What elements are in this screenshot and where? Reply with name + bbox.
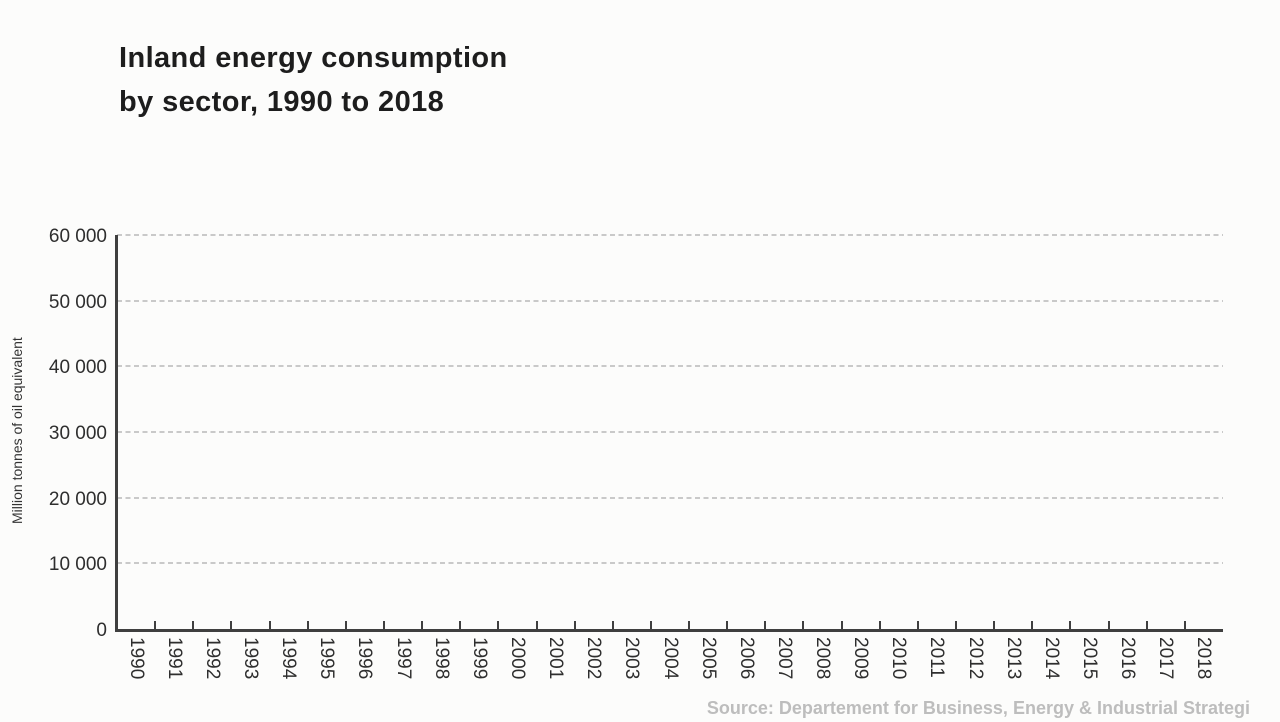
y-tick-label: 0: [96, 620, 107, 641]
y-tick-label: 30 000: [48, 423, 107, 444]
y-tick-label: 60 000: [48, 226, 107, 247]
x-tick-label-2017: 2017: [1155, 637, 1177, 680]
gridline-60000: [117, 234, 1223, 236]
x-tick-label-1998: 1998: [430, 637, 452, 680]
x-axis-tick: [955, 621, 958, 629]
source-note: Source: Departement for Business, Energy…: [706, 698, 1250, 718]
y-tick-label: 10 000: [48, 554, 107, 576]
x-axis-tick: [306, 621, 309, 629]
chart-title-line1: Inland energy consumption: [119, 42, 508, 74]
x-tick-label-2006: 2006: [735, 637, 757, 680]
x-axis-tick: [154, 621, 157, 629]
x-axis-tick: [1069, 621, 1072, 629]
x-tick-label-1991: 1991: [163, 637, 185, 680]
gridline-10000: [117, 562, 1223, 565]
x-axis-tick: [649, 621, 652, 629]
x-axis-tick: [459, 621, 462, 629]
x-axis-tick: [230, 621, 233, 629]
x-tick-label-2001: 2001: [545, 637, 567, 680]
x-axis-tick: [764, 621, 767, 629]
chart-title: Inland energy consumption by sector, 199…: [119, 36, 508, 124]
y-tick-label: 20 000: [48, 488, 107, 510]
x-tick-label-2018: 2018: [1193, 637, 1215, 680]
x-axis-tick: [1145, 621, 1148, 629]
x-tick-label-2000: 2000: [506, 637, 528, 680]
x-axis-tick: [1183, 621, 1186, 629]
x-tick-label-2015: 2015: [1079, 637, 1101, 680]
x-tick-label-2005: 2005: [697, 637, 719, 680]
x-tick-label-2004: 2004: [659, 637, 681, 680]
gridline-20000: [117, 496, 1223, 499]
x-axis-tick: [916, 621, 919, 629]
gridline-40000: [117, 365, 1223, 368]
y-tick-label: 50 000: [48, 291, 107, 313]
x-tick-label-2008: 2008: [812, 637, 834, 680]
gridline-50000: [117, 299, 1223, 302]
x-tick-label-2013: 2013: [1002, 637, 1024, 680]
x-axis-tick: [802, 621, 805, 629]
x-axis-tick: [497, 621, 500, 629]
x-tick-label-2016: 2016: [1117, 637, 1139, 680]
x-axis-tick: [1107, 621, 1110, 629]
x-axis-tick: [573, 621, 576, 629]
x-axis-tick: [421, 621, 424, 629]
x-axis-tick: [535, 621, 538, 629]
x-tick-label-1993: 1993: [239, 637, 261, 680]
x-tick-label-2007: 2007: [773, 637, 795, 680]
x-axis-tick: [878, 621, 881, 629]
x-tick-label-2010: 2010: [888, 637, 910, 680]
x-tick-label-1996: 1996: [354, 637, 376, 680]
x-axis-tick: [611, 621, 614, 629]
x-axis-tick: [382, 621, 385, 629]
x-axis-line: [115, 629, 1223, 632]
x-tick-label-1999: 1999: [468, 637, 490, 680]
x-tick-label-1992: 1992: [201, 637, 223, 680]
x-axis-tick: [192, 621, 195, 629]
x-tick-label-2002: 2002: [583, 637, 605, 680]
x-axis-tick: [688, 621, 691, 629]
x-tick-label-1994: 1994: [278, 637, 300, 680]
plot-area: [115, 234, 1223, 632]
x-axis-tick: [840, 621, 843, 629]
y-axis-line: [115, 235, 118, 631]
x-axis-tick: [268, 621, 271, 629]
x-axis-tick: [993, 621, 996, 629]
x-tick-label-2011: 2011: [926, 637, 948, 678]
x-tick-label-1997: 1997: [392, 637, 414, 680]
chart-title-line2: by sector, 1990 to 2018: [119, 86, 445, 118]
x-tick-label-1990: 1990: [125, 637, 147, 680]
x-tick-label-2014: 2014: [1040, 637, 1062, 680]
x-axis-tick: [1031, 621, 1034, 629]
x-axis-tick: [344, 621, 347, 629]
x-axis-tick: [726, 621, 729, 629]
x-tick-label-2009: 2009: [850, 637, 872, 680]
x-tick-label-2003: 2003: [621, 637, 643, 680]
gridline-30000: [117, 431, 1223, 433]
x-tick-label-1995: 1995: [316, 637, 338, 680]
y-tick-label: 40 000: [48, 357, 107, 379]
x-tick-label-2012: 2012: [964, 637, 986, 680]
